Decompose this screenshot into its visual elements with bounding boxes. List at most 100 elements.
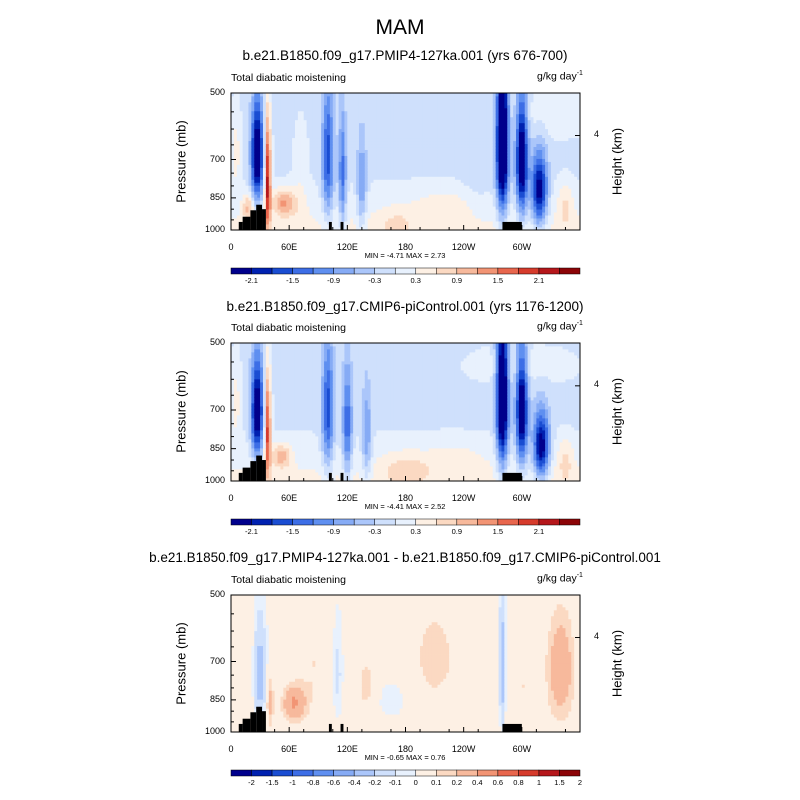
heatmap-cell [437,170,441,174]
heatmap-cell [297,191,302,195]
heatmap-cell [347,146,351,150]
heatmap-cell [245,212,249,216]
heatmap-cell [271,221,276,225]
heatmap-cell [350,206,354,210]
heatmap-cell [437,182,441,186]
heatmap-cell [257,110,261,115]
field-label: Total diabatic moistening [231,574,346,586]
heatmap-cell [245,125,249,130]
heatmap-cell [507,170,511,174]
heatmap-cell [233,119,238,124]
heatmap-cell [425,185,430,189]
heatmap-cell [524,113,529,118]
heatmap-cell [379,107,383,112]
heatmap-cell [321,143,325,148]
y2-tick-label: 4 [594,128,600,139]
heatmap-cell [463,197,467,201]
heatmap-cell [408,191,412,195]
heatmap-cell [344,125,348,130]
heatmap-cell [437,93,441,97]
heatmap-cell [434,179,438,183]
heatmap-cell [303,125,308,130]
heatmap-cell [347,113,351,118]
heatmap-cell [457,167,462,171]
heatmap-cell [344,155,348,159]
heatmap-cell [294,134,299,139]
heatmap-cell [402,158,406,162]
heatmap-cell [251,161,255,165]
heatmap-cell [297,125,302,130]
heatmap-cell [324,224,328,228]
heatmap-cell [449,134,453,139]
heatmap-cell [466,209,470,213]
heatmap-cell [504,215,508,219]
heatmap-cell [463,110,467,115]
heatmap-cell [341,149,345,153]
heatmap-cell [469,188,473,192]
heatmap-cell [233,146,238,150]
heatmap-cell [434,203,438,207]
heatmap-cell [420,179,424,183]
heatmap-cell [335,155,340,159]
heatmap-cell [286,107,290,112]
heatmap-cell [463,179,467,183]
heatmap-cell [367,107,371,112]
heatmap-cell [513,170,517,174]
heatmap-cell [329,206,334,210]
heatmap-cell [283,116,287,121]
heatmap-cell [245,161,249,165]
heatmap-cell [239,107,244,112]
heatmap-cell [449,200,453,204]
heatmap-cell [300,176,305,180]
heatmap-cell [536,110,540,115]
heatmap-cell [510,197,514,201]
heatmap-cell [326,185,331,189]
min-max-stats: MIN = -4.71 MAX = 2.73 [364,251,446,260]
heatmap-cell [376,131,380,136]
heatmap-cell [260,167,264,171]
heatmap-cell [326,95,331,100]
heatmap-cell [521,212,526,216]
heatmap-cell [382,116,386,121]
heatmap-cell [411,116,415,121]
heatmap-cell [486,158,491,162]
heatmap-cell [518,152,523,156]
heatmap-cell [300,98,305,103]
heatmap-cell [469,167,473,171]
heatmap-cell [466,218,470,222]
heatmap-cell [422,140,427,145]
heatmap-cell [265,218,270,222]
x-tick-label: 0 [228,242,234,252]
heatmap-cell [370,176,374,180]
heatmap-cell [492,173,497,177]
heatmap-cell [521,221,526,225]
heatmap-cell [312,176,316,180]
heatmap-cell [539,155,543,159]
heatmap-cell [347,164,351,168]
heatmap-cell [510,173,514,177]
heatmap-cell [466,131,470,136]
heatmap-cell [367,179,371,183]
heatmap-cell [309,93,313,97]
heatmap-cell [280,152,284,156]
heatmap-cell [431,140,435,145]
heatmap-cell [454,194,459,198]
heatmap-cell [248,182,252,186]
heatmap-cell [338,209,342,213]
heatmap-cell [530,110,534,115]
heatmap-cell [254,101,258,106]
heatmap-cell [521,179,526,183]
heatmap-cell [472,107,476,112]
heatmap-cell [306,212,310,216]
heatmap-cell [484,95,488,100]
heatmap-cell [431,215,435,219]
heatmap-cell [306,122,310,127]
heatmap-cell [495,212,499,216]
heatmap-cell [449,179,453,183]
heatmap-cell [292,149,296,153]
heatmap-cell [335,119,340,124]
heatmap-cell [271,158,276,162]
heatmap-cell [524,155,529,159]
heatmap-cell [231,119,235,124]
heatmap-cell [300,188,305,192]
